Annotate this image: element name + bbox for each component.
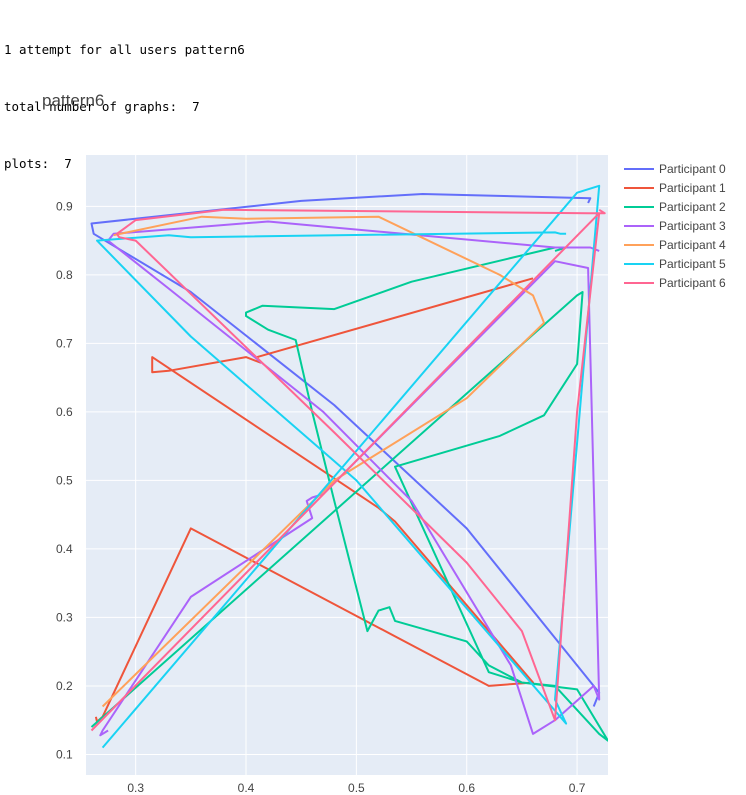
- series-line-participant-0[interactable]: [90, 193, 601, 707]
- y-tick-label: 0.1: [56, 747, 73, 761]
- x-tick-label: 0.3: [127, 781, 144, 795]
- legend-label: Participant 6: [659, 276, 726, 290]
- axis-ticks: 0.3 0.4 0.5 0.6 0.7 0.1 0.2 0.3 0.4 0.5 0.6 0.7 0.8 0…: [56, 199, 586, 795]
- x-tick-label: 0.7: [569, 781, 586, 795]
- x-tick-label: 0.4: [238, 781, 255, 795]
- legend-label: Participant 3: [659, 219, 726, 233]
- legend-label: Participant 5: [659, 257, 726, 271]
- legend-item-participant-6[interactable]: Participant 6: [624, 276, 726, 290]
- y-tick-label: 0.4: [56, 542, 73, 556]
- console-line-3: plots: 7: [4, 156, 72, 171]
- legend-item-participant-3[interactable]: Participant 3: [624, 219, 726, 233]
- console-line-2: total number of graphs: 7: [4, 99, 200, 114]
- x-tick-label: 0.6: [458, 781, 475, 795]
- y-tick-label: 0.6: [56, 405, 73, 419]
- legend-label: Participant 1: [659, 181, 726, 195]
- y-tick-label: 0.3: [56, 610, 73, 624]
- series-line-participant-6[interactable]: [90, 208, 606, 732]
- y-tick-label: 0.5: [56, 473, 73, 487]
- legend-label: Participant 0: [659, 162, 726, 176]
- y-tick-label: 0.2: [56, 679, 73, 693]
- console-line-1: 1 attempt for all users pattern6: [4, 42, 245, 57]
- legend-item-participant-0[interactable]: Participant 0: [624, 162, 726, 176]
- console-output: 1 attempt for all users pattern6 total n…: [4, 2, 245, 192]
- legend-label: Participant 4: [659, 238, 726, 252]
- x-tick-label: 0.5: [348, 781, 365, 795]
- legend[interactable]: Participant 0 Participant 1 Participant 2 P…: [624, 162, 726, 290]
- series-lines[interactable]: [90, 184, 609, 749]
- chart-title: pattern6: [42, 91, 104, 110]
- grid-lines: [86, 155, 608, 775]
- series-line-participant-2[interactable]: [90, 246, 609, 742]
- series-line-participant-1[interactable]: [94, 277, 534, 723]
- series-line-participant-4[interactable]: [101, 215, 545, 708]
- y-tick-label: 0.7: [56, 336, 73, 350]
- y-tick-label: 0.8: [56, 268, 73, 282]
- y-tick-label: 0.9: [56, 199, 73, 213]
- series-line-participant-3[interactable]: [99, 220, 601, 737]
- legend-item-participant-5[interactable]: Participant 5: [624, 257, 726, 271]
- series-line-participant-5[interactable]: [96, 184, 601, 749]
- legend-label: Participant 2: [659, 200, 726, 214]
- legend-item-participant-2[interactable]: Participant 2: [624, 200, 726, 214]
- legend-item-participant-1[interactable]: Participant 1: [624, 181, 726, 195]
- legend-item-participant-4[interactable]: Participant 4: [624, 238, 726, 252]
